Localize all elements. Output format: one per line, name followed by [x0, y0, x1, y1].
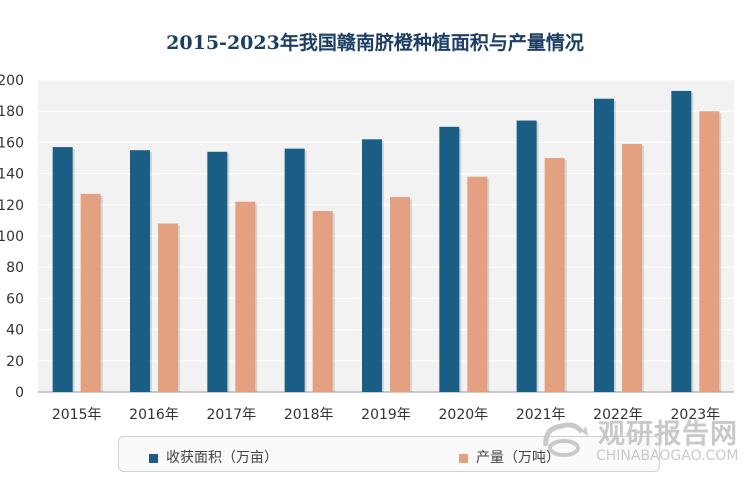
x-tick-label: 2023年: [671, 407, 721, 423]
x-tick-label: 2019年: [361, 407, 411, 423]
x-tick-label: 2021年: [516, 407, 566, 423]
y-tick-label: 100: [0, 229, 24, 245]
y-tick-label: 0: [15, 385, 24, 401]
watermark: 观研报告网 CHINABAOGAO.COM: [540, 412, 750, 472]
legend-swatch-area: [149, 453, 158, 463]
x-tick-label: 2020年: [439, 407, 489, 423]
bar-output-2017: [235, 201, 256, 392]
y-tick-label: 140: [0, 167, 24, 183]
bar-output-2021: [544, 158, 565, 392]
bar-area-2016: [130, 150, 150, 392]
y-tick-label: 180: [0, 104, 24, 120]
bar-output-2016: [158, 223, 178, 392]
bar-output-2015: [80, 193, 101, 392]
x-tick-label: 2015年: [52, 407, 102, 423]
bar-output-2020: [467, 176, 488, 392]
legend-swatch-output: [459, 453, 468, 463]
y-tick-label: 120: [0, 198, 24, 214]
chart-title: 2015-2023年我国赣南脐橙种植面积与产量情况: [166, 32, 584, 54]
x-tick-label: 2018年: [284, 407, 334, 423]
bar-area-2019: [362, 139, 382, 392]
watermark-logo-icon: [543, 422, 588, 457]
bar-output-2023: [699, 111, 720, 392]
y-tick-label: 200: [0, 73, 24, 89]
legend-label-area: 收获面积（万亩）: [166, 450, 278, 466]
x-tick-label: 2016年: [129, 407, 179, 423]
bar-area-2021: [516, 120, 537, 392]
y-tick-label: 80: [6, 260, 24, 276]
bar-area-2017: [207, 151, 228, 392]
legend-item-area: 收获面积（万亩）: [149, 447, 278, 467]
bar-area-2020: [439, 126, 460, 393]
bar-area-2015: [52, 147, 73, 392]
y-tick-label: 160: [0, 135, 24, 151]
legend-item-output: 产量（万吨）: [459, 447, 560, 467]
x-tick-label: 2022年: [593, 407, 643, 423]
y-tick-label: 20: [6, 354, 24, 370]
legend-label-output: 产量（万吨）: [476, 450, 560, 466]
x-tick-label: 2017年: [207, 407, 257, 423]
watermark-text-cn: 观研报告网: [598, 419, 738, 450]
bar-area-2018: [284, 148, 305, 392]
bar-area-2022: [594, 98, 614, 392]
bar-output-2019: [390, 197, 410, 392]
watermark-text-en: CHINABAOGAO.COM: [596, 448, 739, 464]
y-tick-label: 60: [6, 291, 24, 307]
bar-output-2022: [622, 143, 642, 392]
bar-area-2023: [671, 90, 692, 393]
y-tick-label: 40: [6, 323, 24, 339]
bar-output-2018: [312, 211, 333, 392]
